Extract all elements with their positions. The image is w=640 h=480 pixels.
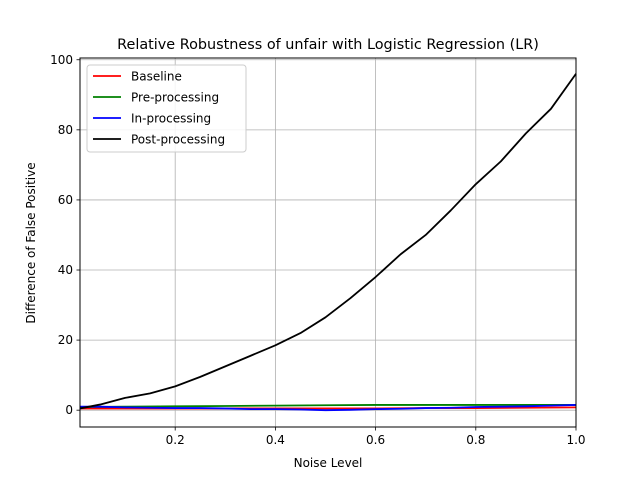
series-line-pre-processing (79, 404, 576, 408)
axis-ticks: 0.2 0.4 0.6 0.8 1.0 0 20 40 60 80 100 (50, 53, 585, 447)
legend-label-baseline: Baseline (131, 70, 182, 84)
x-tick-label: 1.0 (566, 433, 585, 447)
x-axis-label: Noise Level (294, 456, 363, 470)
y-tick-label: 0 (65, 403, 73, 417)
chart-title: Relative Robustness of unfair with Logis… (117, 37, 539, 53)
y-tick-label: 60 (58, 193, 73, 207)
series-line-in-processing (80, 404, 577, 412)
legend-label-pre-processing: Pre-processing (131, 91, 219, 105)
legend-box (86, 64, 247, 153)
y-tick-label: 20 (58, 333, 73, 347)
x-tick-label: 0.2 (166, 433, 185, 447)
y-tick-label: 100 (50, 53, 73, 67)
x-tick-label: 0.8 (466, 433, 485, 447)
legend: Baseline Pre-processing In-processing Post-… (86, 64, 247, 153)
series-lines (79, 73, 577, 412)
series-line-post-processing (79, 73, 577, 410)
y-tick-label: 40 (58, 263, 73, 277)
x-tick-label: 0.4 (266, 433, 285, 447)
y-tick-label: 80 (58, 123, 73, 137)
axes-frame (79, 57, 577, 428)
legend-label-in-processing: In-processing (131, 112, 211, 126)
x-tick-label: 0.6 (366, 433, 385, 447)
y-axis-label: Difference of False Positive (24, 162, 38, 323)
legend-label-post-processing: Post-processing (131, 133, 225, 147)
grid-lines (80, 58, 577, 427)
